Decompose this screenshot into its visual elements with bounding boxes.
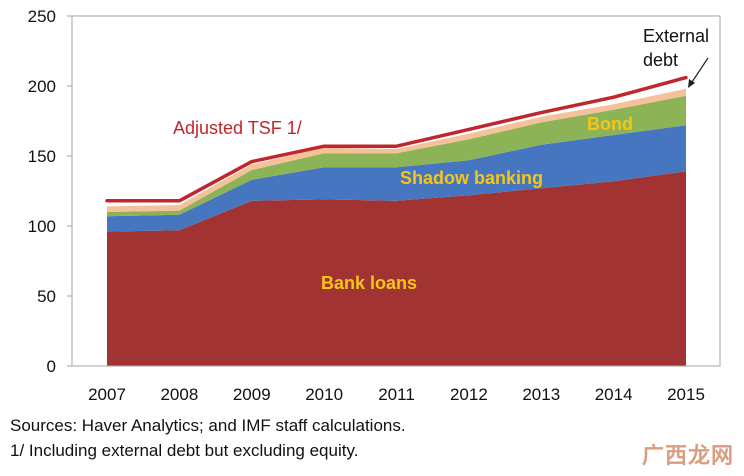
y-tick-label: 0 — [47, 357, 56, 376]
area-series-layer — [107, 88, 686, 366]
axes: 0 50 100 150 200 250 2007 2008 2009 2010 2011 2012 2… — [28, 7, 721, 404]
x-tick-label: 2011 — [378, 385, 415, 404]
x-tick-label: 2012 — [450, 385, 488, 404]
x-tick-label: 2013 — [522, 385, 560, 404]
adjusted-tsf-line-layer — [105, 75, 688, 203]
label-bond: Bond — [587, 114, 633, 134]
external-debt-arrow-shaft — [689, 57, 709, 86]
chart-annotations: Bank loans Shadow banking Bond Adjusted TSF… — [173, 26, 709, 293]
area-shadow-banking — [107, 125, 686, 232]
x-tick-label: 2014 — [595, 385, 633, 404]
label-shadow-banking: Shadow banking — [400, 168, 543, 188]
area-bank-loans — [107, 171, 686, 366]
plot-border — [71, 15, 721, 367]
label-adjusted-tsf: Adjusted TSF 1/ — [173, 118, 302, 138]
footnote-1: 1/ Including external debt but excluding… — [10, 441, 359, 460]
x-tick-label: 2009 — [233, 385, 271, 404]
watermark-logo: 广西龙网 — [641, 444, 734, 469]
x-tick-label: 2007 — [88, 385, 126, 404]
label-bank-loans: Bank loans — [321, 273, 417, 293]
area-bond — [107, 95, 686, 217]
x-tick-label: 2008 — [160, 385, 198, 404]
x-tick-label: 2015 — [667, 385, 705, 404]
y-tick-label: 150 — [28, 147, 56, 166]
area-external-debt — [107, 88, 686, 212]
y-tick-label: 100 — [28, 217, 56, 236]
y-tick-label: 250 — [28, 7, 56, 26]
y-tick-label: 200 — [28, 77, 56, 96]
line-adjusted-tsf — [105, 75, 688, 203]
external-debt-arrow-head — [688, 79, 695, 88]
label-external-debt-line1: External — [643, 26, 709, 46]
y-tick-label: 50 — [37, 287, 56, 306]
x-tick-label: 2010 — [305, 385, 343, 404]
sources-note: Sources: Haver Analytics; and IMF staff … — [10, 416, 406, 435]
label-external-debt-line2: debt — [643, 50, 678, 70]
